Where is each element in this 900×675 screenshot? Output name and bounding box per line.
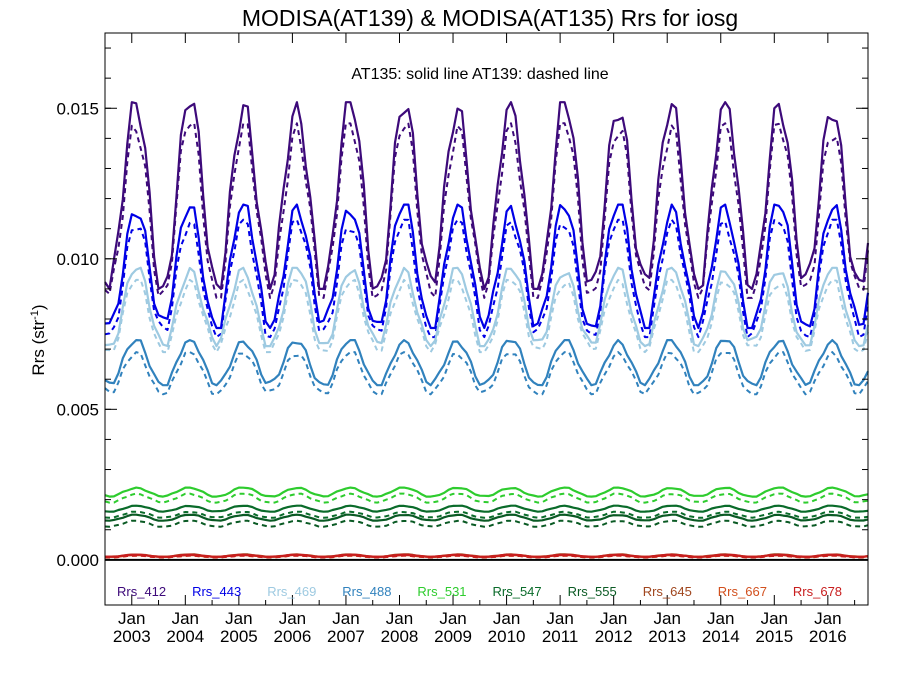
x-tick-label-year: 2016 xyxy=(809,627,847,646)
legend-entry-rrs-667: Rrs_667 xyxy=(718,584,767,599)
series-line-rrs-678-at139 xyxy=(104,554,869,559)
x-tick-label-year: 2013 xyxy=(648,627,686,646)
x-tick-label-month: Jan xyxy=(225,609,252,628)
x-tick-label-year: 2005 xyxy=(220,627,258,646)
x-tick-label-year: 2008 xyxy=(381,627,419,646)
x-tick-label-year: 2012 xyxy=(595,627,633,646)
y-tick-label: 0.000 xyxy=(56,551,99,570)
tick-layer: 0.0000.0050.0100.015Jan2003Jan2004Jan200… xyxy=(56,33,868,646)
x-tick-label-month: Jan xyxy=(118,609,145,628)
x-tick-label-year: 2015 xyxy=(755,627,793,646)
legend-entry-rrs-531: Rrs_531 xyxy=(417,584,466,599)
series-layer xyxy=(104,101,870,559)
x-tick-label-month: Jan xyxy=(546,609,573,628)
x-tick-label-month: Jan xyxy=(600,609,627,628)
line-style-annotation: AT135: solid line AT139: dashed line xyxy=(351,66,608,83)
y-axis-label-main: Rrs (str xyxy=(29,320,48,376)
x-tick-label-month: Jan xyxy=(761,609,788,628)
series-line-rrs-547-at135 xyxy=(104,504,869,513)
legend-entry-rrs-547: Rrs_547 xyxy=(493,584,542,599)
series-line-rrs-412-at135 xyxy=(104,101,870,290)
legend-entry-rrs-645: Rrs_645 xyxy=(643,584,692,599)
legend-entry-rrs-678: Rrs_678 xyxy=(793,584,842,599)
x-tick-label-month: Jan xyxy=(172,609,199,628)
x-tick-label-year: 2014 xyxy=(702,627,740,646)
x-tick-label-year: 2006 xyxy=(273,627,311,646)
series-line-rrs-531-at135 xyxy=(104,486,869,498)
x-tick-label-year: 2004 xyxy=(166,627,204,646)
x-tick-label-year: 2011 xyxy=(542,627,579,646)
legend-entry-rrs-412: Rrs_412 xyxy=(117,584,166,599)
svg-text:Rrs (str-1): Rrs (str-1) xyxy=(29,304,48,375)
series-line-rrs-488-at135 xyxy=(104,339,869,387)
y-axis-label-close: ) xyxy=(29,304,48,310)
series-line-rrs-531-at139 xyxy=(104,492,869,504)
y-tick-label: 0.015 xyxy=(56,99,99,118)
series-line-rrs-443-at139 xyxy=(104,218,869,339)
x-tick-label-year: 2009 xyxy=(434,627,472,646)
series-line-rrs-555-at135 xyxy=(104,513,869,522)
legend-entry-rrs-469: Rrs_469 xyxy=(267,584,316,599)
x-tick-label-month: Jan xyxy=(493,609,520,628)
y-axis-label: Rrs (str-1) xyxy=(29,304,48,375)
series-line-rrs-488-at139 xyxy=(104,351,869,396)
legend-entry-rrs-488: Rrs_488 xyxy=(342,584,391,599)
series-line-rrs-412-at139 xyxy=(104,122,869,299)
x-tick-label-month: Jan xyxy=(707,609,734,628)
legend-entry-rrs-555: Rrs_555 xyxy=(568,584,617,599)
series-line-rrs-443-at135 xyxy=(104,203,870,330)
x-tick-label-year: 2003 xyxy=(113,627,151,646)
series-line-rrs-469-at139 xyxy=(104,278,869,354)
chart-title: MODISA(AT139) & MODISA(AT135) Rrs for io… xyxy=(242,5,738,31)
y-axis-label-sup: -1 xyxy=(29,310,41,320)
x-tick-label-month: Jan xyxy=(386,609,413,628)
x-tick-label-month: Jan xyxy=(332,609,359,628)
legend: Rrs_412 Rrs_443 Rrs_469 Rrs_488 Rrs_531 Rrs_5… xyxy=(117,584,842,599)
series-line-rrs-469-at135 xyxy=(104,266,870,348)
x-tick-label-month: Jan xyxy=(279,609,306,628)
x-tick-label-month: Jan xyxy=(814,609,841,628)
legend-entry-rrs-443: Rrs_443 xyxy=(192,584,241,599)
x-tick-label-year: 2007 xyxy=(327,627,365,646)
y-tick-label: 0.010 xyxy=(56,250,99,269)
x-tick-label-month: Jan xyxy=(439,609,466,628)
y-tick-label: 0.005 xyxy=(56,400,99,419)
x-tick-label-year: 2010 xyxy=(488,627,526,646)
x-tick-label-month: Jan xyxy=(653,609,680,628)
